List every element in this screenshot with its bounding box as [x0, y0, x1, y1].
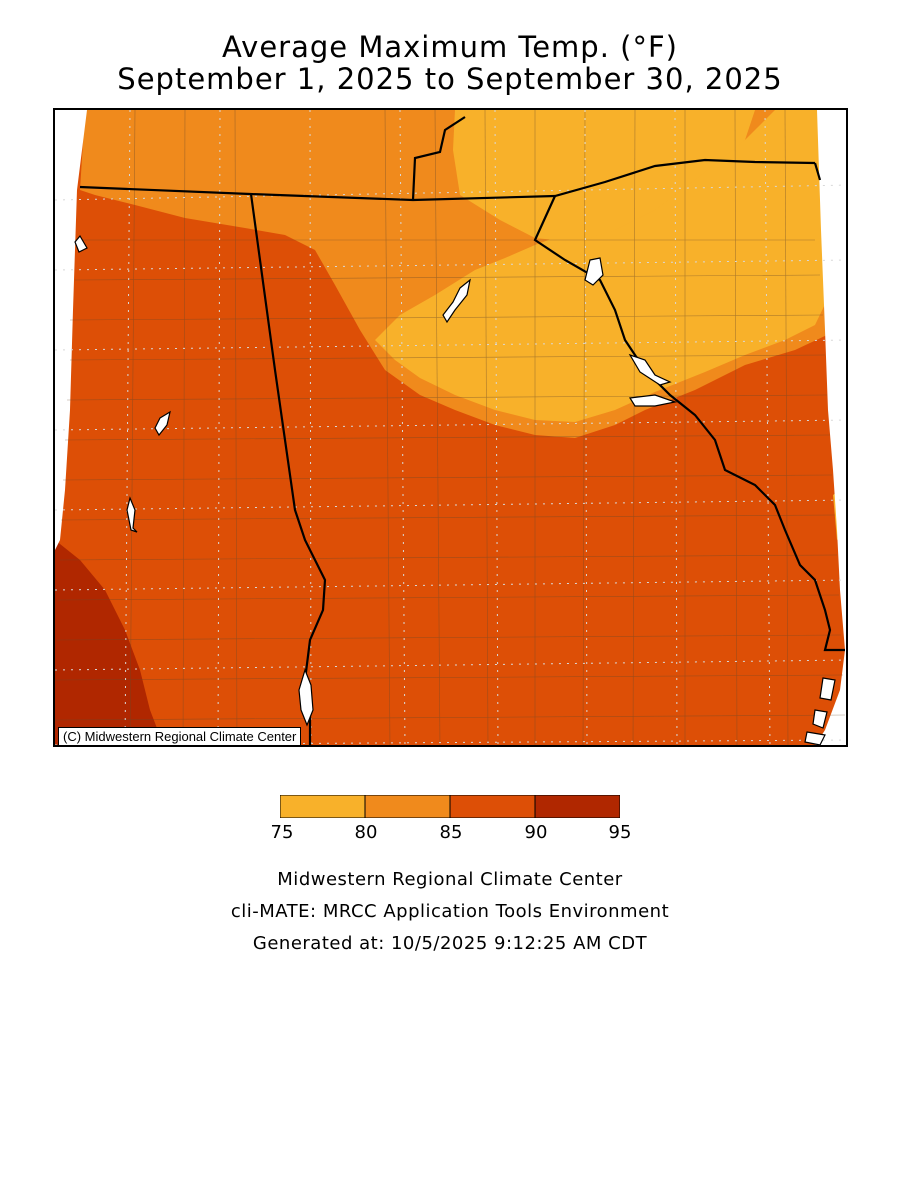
zone-90-95 — [55, 540, 164, 745]
map-credit: (C) Midwestern Regional Climate Center — [58, 727, 302, 746]
legend-bin-75-80 — [280, 795, 366, 818]
legend-tick-95: 95 — [608, 822, 632, 843]
footer-org: Midwestern Regional Climate Center — [277, 869, 623, 890]
legend-bin-80-85 — [364, 795, 451, 818]
zone-75-80-north — [453, 110, 755, 242]
map-title: Average Maximum Temp. (°F) — [222, 30, 678, 64]
legend-bin-90-95 — [534, 795, 620, 818]
outside-left — [55, 110, 87, 550]
zone-80-85-north — [85, 110, 455, 270]
legend-tick-80: 80 — [354, 822, 378, 843]
footer-generated: Generated at: 10/5/2025 9:12:25 AM CDT — [252, 933, 648, 954]
outside-right — [815, 110, 846, 745]
map-canvas — [55, 110, 846, 745]
legend-tick-75: 75 — [270, 822, 294, 843]
map-subtitle: September 1, 2025 to September 30, 2025 — [117, 62, 783, 96]
water-bodies — [74, 234, 836, 745]
footer-tool: cli-MATE: MRCC Application Tools Environ… — [230, 901, 670, 922]
temperature-map — [53, 108, 848, 747]
county-lines — [55, 110, 846, 745]
legend-tick-85: 85 — [439, 822, 463, 843]
color-legend — [280, 795, 620, 818]
legend-bin-85-90 — [449, 795, 536, 818]
state-borders — [79, 116, 845, 745]
legend-tick-90: 90 — [524, 822, 548, 843]
